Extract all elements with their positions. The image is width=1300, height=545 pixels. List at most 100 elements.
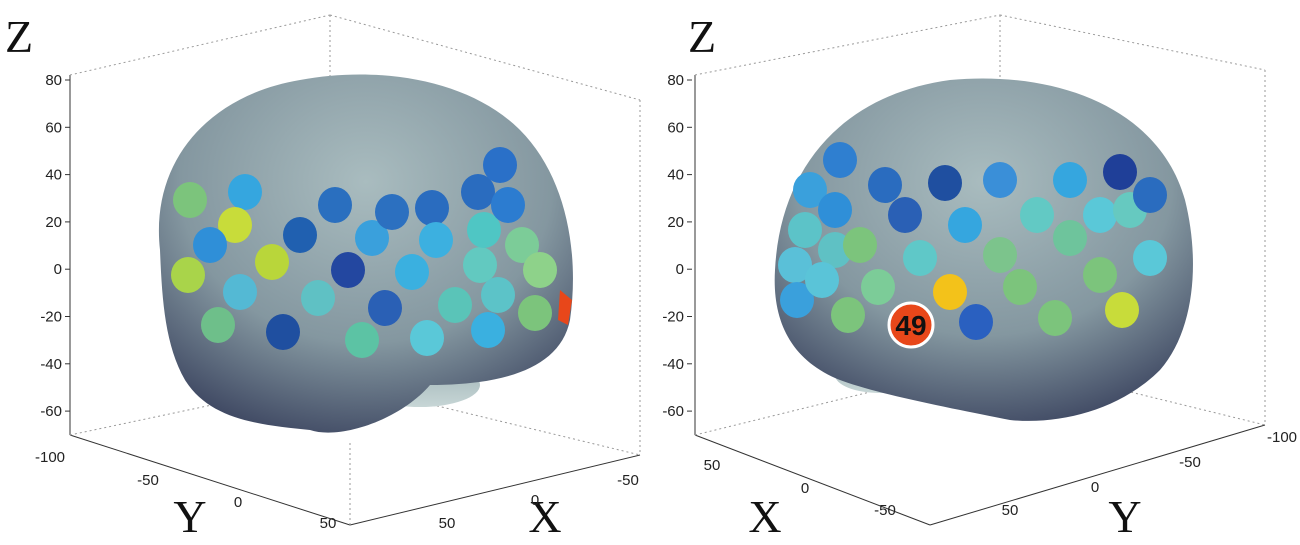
electrode (355, 220, 389, 256)
electrode (301, 280, 335, 316)
electrode (505, 227, 539, 263)
z-tick-label: 0 (676, 261, 684, 278)
z-tick-label: 0 (54, 261, 62, 278)
electrode (491, 187, 525, 223)
electrode (831, 297, 865, 333)
electrode (843, 227, 877, 263)
z-tick-label: -20 (662, 309, 684, 326)
electrode (888, 197, 922, 233)
x-tick-label: 0 (531, 492, 539, 509)
x-tick-label: 0 (801, 480, 809, 497)
electrode (1083, 197, 1117, 233)
electrode (471, 312, 505, 348)
z-tick-label: 60 (667, 119, 684, 136)
electrode (523, 252, 557, 288)
electrode (933, 274, 967, 310)
z-tick-label: -40 (40, 356, 62, 373)
electrode (395, 254, 429, 290)
electrode (201, 307, 235, 343)
electrode (1053, 220, 1087, 256)
y-axis-label: Y (1108, 491, 1141, 542)
electrode (818, 192, 852, 228)
y-tick-label: -100 (1267, 429, 1297, 446)
electrode (171, 257, 205, 293)
y-tick-label: -100 (35, 449, 65, 466)
z-tick-label: 40 (45, 167, 62, 184)
electrode (419, 222, 453, 258)
electrode (483, 147, 517, 183)
z-tick-label: -40 (662, 356, 684, 373)
electrode (1003, 269, 1037, 305)
z-tick-label: 60 (45, 119, 62, 136)
electrode (778, 247, 812, 283)
electrode (788, 212, 822, 248)
z-tick-label: -60 (662, 403, 684, 420)
electrode (223, 274, 257, 310)
electrode (331, 252, 365, 288)
electrode (255, 244, 289, 280)
electrode (1103, 154, 1137, 190)
electrode (983, 162, 1017, 198)
electrode (228, 174, 262, 210)
electrode (1133, 240, 1167, 276)
electrode (410, 320, 444, 356)
electrode (518, 295, 552, 331)
electrode (1083, 257, 1117, 293)
z-tick-label: 40 (667, 167, 684, 184)
z-tick-label: 80 (667, 72, 684, 89)
electrode (173, 182, 207, 218)
z-tick-label: 80 (45, 72, 62, 89)
electrode (1020, 197, 1054, 233)
electrode (481, 277, 515, 313)
electrode (461, 174, 495, 210)
z-axis-label: Z (688, 11, 716, 62)
electrode (463, 247, 497, 283)
electrode (438, 287, 472, 323)
z-tick-label: 20 (667, 214, 684, 231)
electrode (1133, 177, 1167, 213)
electrode (948, 207, 982, 243)
highlight-marker: 49 (887, 301, 935, 349)
y-tick-label: 0 (1091, 479, 1099, 496)
y-tick-label: -50 (137, 472, 159, 489)
electrode (266, 314, 300, 350)
x-tick-label: -50 (617, 472, 639, 489)
electrode (345, 322, 379, 358)
electrode (805, 262, 839, 298)
electrode (903, 240, 937, 276)
z-tick-label: -20 (40, 309, 62, 326)
electrode (193, 227, 227, 263)
y-tick-label: 50 (1002, 502, 1019, 519)
y-axis-label: Y (173, 491, 206, 542)
y-tick-label: -50 (1179, 454, 1201, 471)
x-tick-label: -50 (874, 502, 896, 519)
z-axis-label: Z (5, 11, 33, 62)
x-axis-label: X (748, 491, 781, 542)
electrode (983, 237, 1017, 273)
x-tick-label: 50 (439, 515, 456, 532)
electrode (861, 269, 895, 305)
electrode (318, 187, 352, 223)
electrode (218, 207, 252, 243)
electrode (928, 165, 962, 201)
electrode (793, 172, 827, 208)
electrode (1105, 292, 1139, 328)
electrode (467, 212, 501, 248)
electrode (375, 194, 409, 230)
z-tick-label: -60 (40, 403, 62, 420)
electrode (823, 142, 857, 178)
x-tick-label: 50 (704, 457, 721, 474)
z-tick-label: 20 (45, 214, 62, 231)
y-tick-label: 50 (320, 515, 337, 532)
electrode (1038, 300, 1072, 336)
electrode (1053, 162, 1087, 198)
electrode (283, 217, 317, 253)
y-tick-label: 0 (234, 494, 242, 511)
electrode (368, 290, 402, 326)
marker-label: 49 (895, 310, 926, 341)
electrode (959, 304, 993, 340)
electrode (415, 190, 449, 226)
electrode (780, 282, 814, 318)
x-axis-label: X (528, 491, 561, 542)
